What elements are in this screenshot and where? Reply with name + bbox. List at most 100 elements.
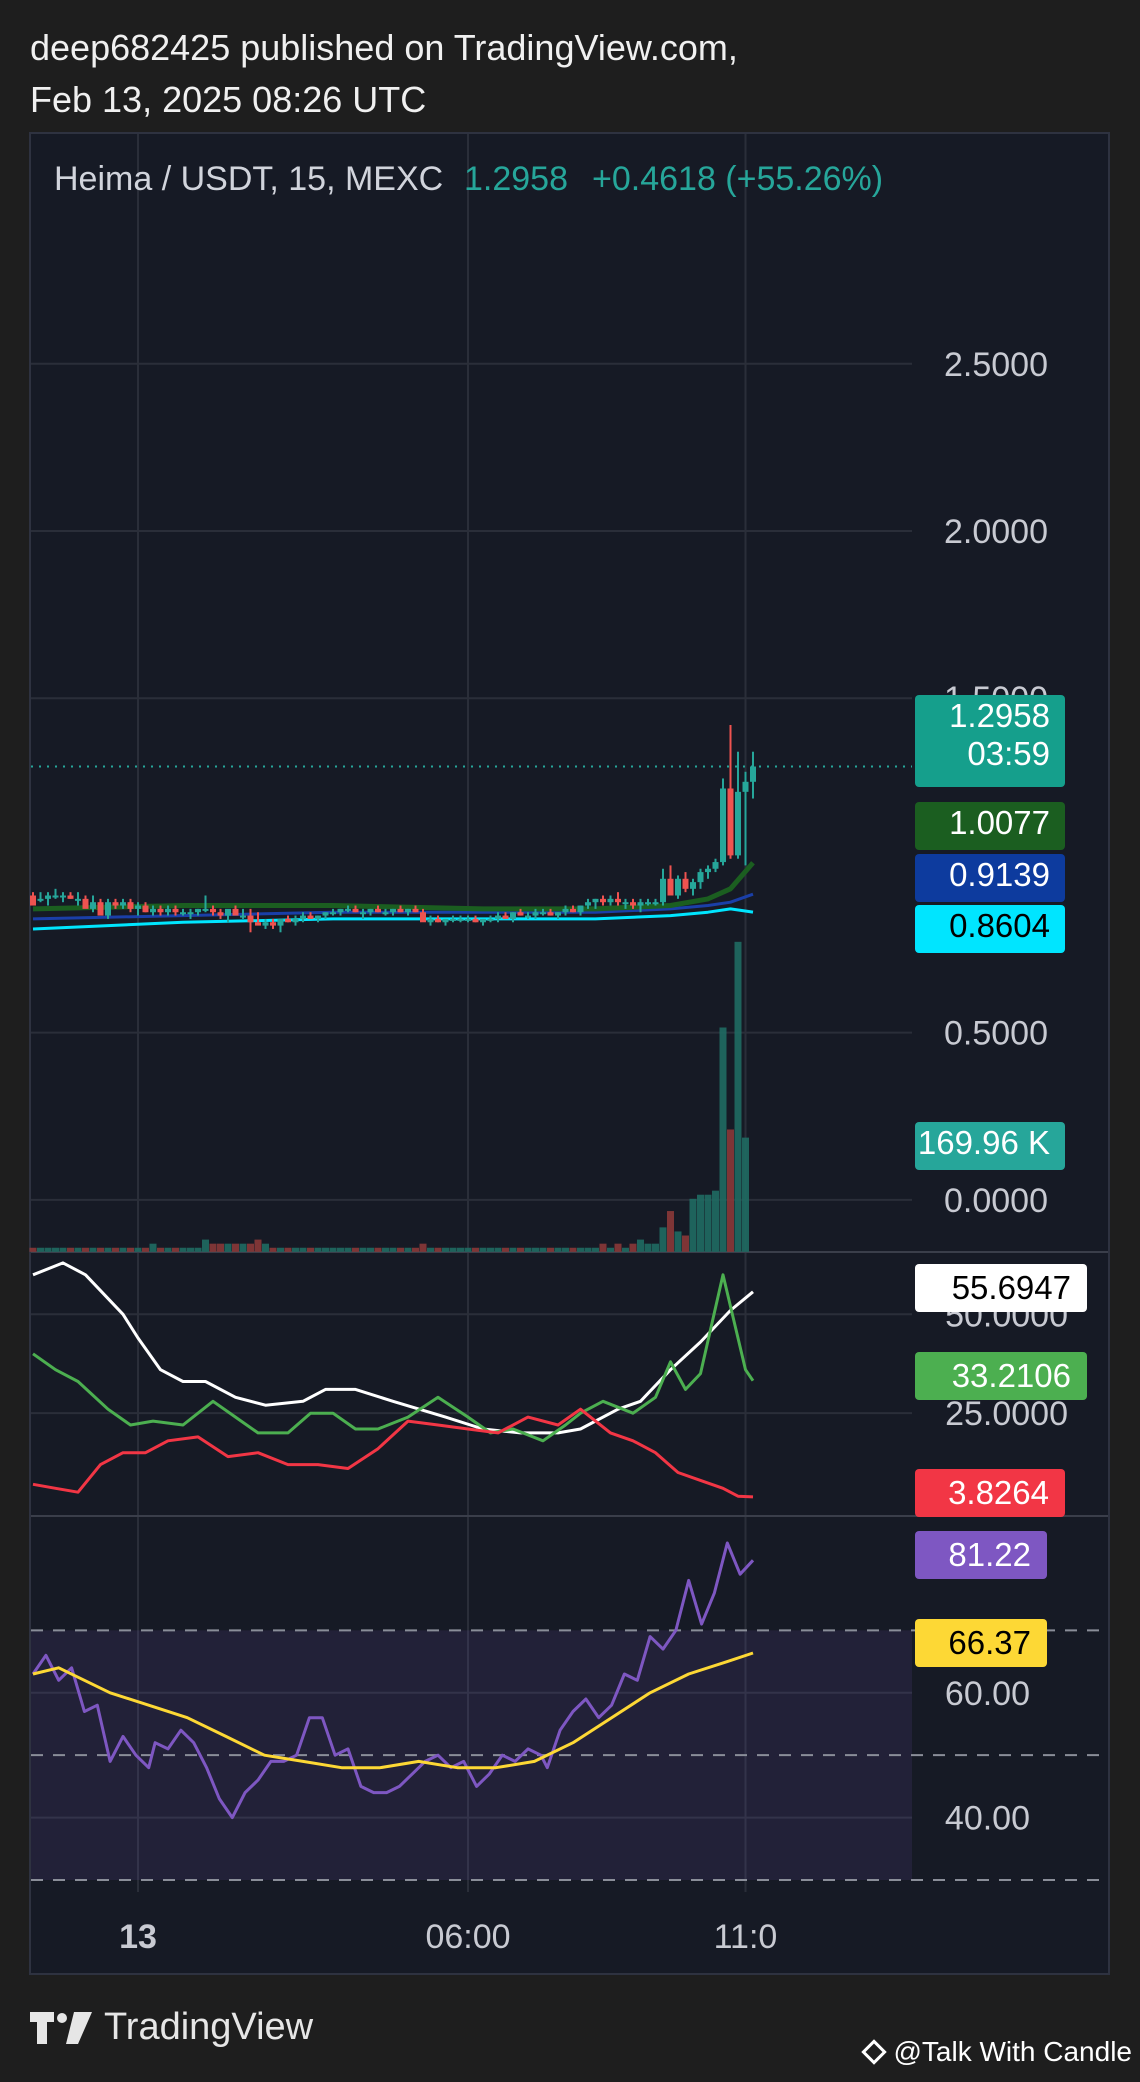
- volume-bar: [337, 1247, 344, 1252]
- grid: [31, 134, 1108, 1892]
- legend-price: 1.2958: [464, 160, 568, 198]
- candle-body: [382, 912, 389, 915]
- volume-bar: [487, 1247, 494, 1252]
- candle-body: [487, 918, 494, 921]
- volume-bar: [127, 1247, 134, 1252]
- volume-bar: [262, 1243, 269, 1252]
- candle-body: [270, 922, 276, 926]
- volume-bar: [569, 1247, 577, 1252]
- ema-slow-line: [32, 907, 754, 931]
- candle-body: [712, 862, 719, 869]
- di-minus-tag: 3.8264: [948, 1474, 1049, 1511]
- volume-bar: [397, 1247, 404, 1252]
- candle-body: [697, 872, 704, 883]
- volume-bar: [112, 1247, 119, 1252]
- volume-bar: [157, 1247, 164, 1252]
- volume-bar: [614, 1243, 622, 1252]
- candle-body: [600, 898, 606, 903]
- time-tick-label: 11:0: [714, 1918, 778, 1956]
- volume-bar: [82, 1247, 89, 1252]
- ema-slow-tag: 0.8604: [949, 907, 1050, 944]
- published-by: deep682425 published on TradingView.com,: [30, 27, 738, 68]
- di_minus-line: [32, 1407, 754, 1499]
- candle-body: [217, 912, 224, 916]
- candle-body: [667, 878, 674, 896]
- volume-bar: [59, 1247, 67, 1252]
- volume-bar: [554, 1247, 562, 1252]
- volume-bar: [532, 1247, 539, 1252]
- candle-body: [67, 895, 74, 899]
- di-plus-tag: 33.2106: [952, 1357, 1071, 1394]
- volume-bar: [412, 1247, 419, 1252]
- candle-body: [45, 895, 51, 899]
- candle-body: [405, 908, 411, 913]
- chart-frame[interactable]: [29, 132, 1110, 1975]
- volume-bar: [517, 1247, 524, 1252]
- moving-averages: [32, 861, 755, 931]
- volume-bar: [464, 1247, 472, 1252]
- candle-body: [570, 908, 576, 913]
- volume-bar: [734, 941, 742, 1252]
- candle-body: [547, 912, 554, 916]
- candle-body: [577, 905, 584, 913]
- legend: Heima / USDT, 15, MEXC 1.2958 +0.4618 (+…: [54, 160, 883, 198]
- volume-bar: [599, 1243, 607, 1252]
- last-price-tag: 03:59: [967, 735, 1050, 772]
- credit-text: @Talk With Candle: [893, 2036, 1132, 2067]
- volume-bar: [704, 1194, 712, 1252]
- volume-bar: [524, 1247, 532, 1252]
- candle-body: [750, 766, 756, 782]
- volume-bar: [52, 1247, 59, 1252]
- volume-bar: [172, 1247, 179, 1252]
- tradingview-logo[interactable]: TradingView: [30, 2006, 313, 2049]
- legend-change: +0.4618 (+55.26%): [592, 160, 883, 198]
- candle-body: [472, 918, 479, 923]
- last-price-tag-bg: [915, 695, 1065, 787]
- volume-bar: [224, 1243, 232, 1252]
- chart-canvas[interactable]: 2.50002.00001.50000.50000.000050.000025.…: [0, 0, 1140, 2000]
- candle-body: [307, 915, 314, 919]
- volume-bar: [667, 1211, 674, 1252]
- ema-fast-line: [32, 861, 755, 912]
- ema-fast-tag: 1.0077: [949, 804, 1050, 841]
- volume-bar: [637, 1239, 644, 1252]
- rsi-ma-tag-bg: [915, 1619, 1047, 1667]
- volume-bar: [367, 1247, 374, 1252]
- volume-bar: [689, 1198, 697, 1252]
- volume-bar: [502, 1247, 509, 1252]
- candle-body: [262, 922, 269, 926]
- candle-body: [442, 918, 449, 923]
- candle-body: [690, 882, 696, 889]
- candle-body: [120, 902, 126, 906]
- publish-date: Feb 13, 2025 08:26 UTC: [30, 79, 427, 120]
- candle-body: [615, 898, 621, 903]
- candle-body: [727, 788, 734, 856]
- candle-body: [90, 902, 96, 909]
- candle-body: [157, 908, 164, 913]
- candle-body: [210, 908, 216, 913]
- candle-body: [105, 902, 111, 916]
- price-tick-label: 2.5000: [944, 346, 1048, 384]
- volume-bar: [539, 1247, 547, 1252]
- candle-body: [232, 908, 239, 916]
- volume-bar: [629, 1243, 637, 1252]
- candle-body: [585, 902, 591, 906]
- volume-bar: [697, 1194, 704, 1252]
- volume-bar: [607, 1247, 614, 1252]
- candle-body: [720, 788, 726, 863]
- candle-body: [735, 791, 741, 856]
- volume-bar: [389, 1247, 397, 1252]
- rsi-tick-label: 40.00: [945, 1800, 1030, 1838]
- volume-bar: [652, 1243, 659, 1252]
- di-plus-tag-bg: [915, 1352, 1087, 1400]
- volume-bar: [187, 1247, 194, 1252]
- volume-bar: [277, 1247, 284, 1252]
- rsi-tick-label: 60.00: [945, 1675, 1030, 1713]
- candle-body: [352, 908, 359, 913]
- volume-bar: [37, 1247, 44, 1252]
- candle-body: [517, 912, 524, 916]
- volume-bar: [239, 1243, 247, 1252]
- volume-bar: [299, 1247, 307, 1252]
- ema-mid-tag-bg: [915, 854, 1065, 902]
